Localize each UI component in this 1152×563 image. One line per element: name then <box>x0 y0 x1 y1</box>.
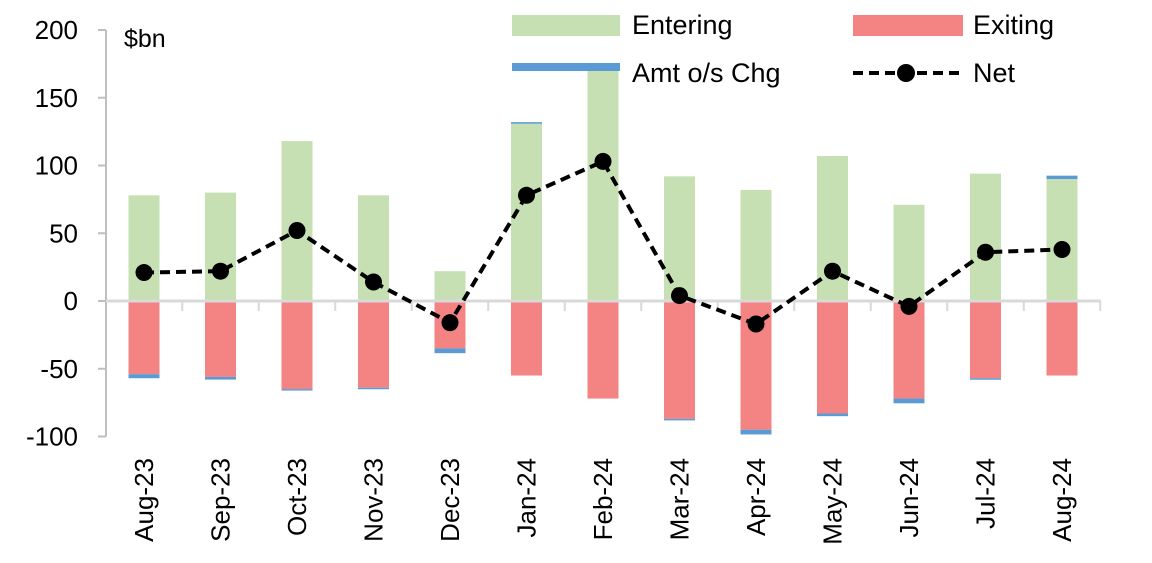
net-point <box>518 186 535 204</box>
x-tick-label: Aug-24 <box>1047 458 1077 542</box>
net-point <box>135 264 153 282</box>
bar-exiting <box>281 301 313 390</box>
x-tick-label: Jun-24 <box>894 458 924 538</box>
bar-exiting <box>587 301 619 399</box>
net-point <box>747 315 765 333</box>
bar-amt-os-chg <box>281 389 313 391</box>
x-tick-label: Feb-24 <box>588 458 618 540</box>
labels-layer: Aug-23 Sep-23 Oct-23 Nov-23 Dec-23 Jan-24 Feb-… <box>26 15 1077 545</box>
x-tick-label: May-24 <box>818 458 848 545</box>
net-point <box>288 222 306 240</box>
net-point <box>212 262 229 280</box>
y-tick-label: 150 <box>35 83 78 113</box>
bar-entering <box>205 192 236 301</box>
y-tick-label: -50 <box>40 354 78 384</box>
legend-swatch-net-marker <box>897 64 915 82</box>
net-point <box>824 262 841 280</box>
net-point <box>365 273 382 291</box>
legend-label-net: Net <box>973 58 1016 88</box>
legend: Entering Exiting Amt o/s Chg Net <box>512 10 1054 88</box>
bar-exiting <box>970 301 1001 379</box>
net-line-layer <box>135 152 1071 333</box>
bar-amt-os-chg <box>358 387 389 390</box>
y-tick-label: 0 <box>64 286 78 316</box>
bars-layer <box>128 63 1078 435</box>
net-point <box>900 297 918 315</box>
bar-amt-os-chg <box>664 418 695 421</box>
x-tick-label: Sep-23 <box>206 458 236 542</box>
bar-exiting <box>893 301 925 399</box>
bar-exiting <box>817 301 848 414</box>
bar-entering <box>1046 179 1078 301</box>
legend-swatch-exiting <box>853 15 963 36</box>
y-tick-label: 50 <box>49 218 78 248</box>
legend-label-amt-os-chg: Amt o/s Chg <box>632 58 781 88</box>
net-point <box>594 152 612 170</box>
bar-entering <box>664 176 695 301</box>
bar-exiting <box>664 301 695 419</box>
unit-label: $bn <box>124 25 166 53</box>
bar-exiting <box>358 301 389 388</box>
legend-swatch-entering <box>512 15 620 36</box>
bar-exiting <box>205 301 236 377</box>
x-tick-label: Mar-24 <box>665 458 695 540</box>
legend-swatch-amt-os-chg <box>512 63 620 71</box>
x-tick-label: Apr-24 <box>741 458 771 536</box>
x-tick-label: Jul-24 <box>971 458 1001 529</box>
axes-layer <box>98 29 1102 438</box>
net-point <box>1053 241 1071 259</box>
y-tick-label: 100 <box>35 151 78 181</box>
bar-entering <box>128 195 160 301</box>
bar-amt-os-chg <box>205 376 236 380</box>
bar-entering <box>434 271 466 301</box>
bar-entering <box>281 141 313 301</box>
bar-amt-os-chg <box>434 348 466 354</box>
bar-amt-os-chg <box>893 398 925 404</box>
bar-amt-os-chg <box>817 413 848 417</box>
x-tick-label: Aug-23 <box>129 458 159 542</box>
legend-label-exiting: Exiting <box>973 10 1054 40</box>
net-point <box>441 314 459 332</box>
bar-entering <box>893 204 925 301</box>
bar-exiting <box>511 301 542 376</box>
bar-amt-os-chg <box>1046 175 1078 180</box>
x-tick-label: Nov-23 <box>359 458 389 542</box>
bar-amt-os-chg <box>128 374 160 379</box>
bar-amt-os-chg <box>970 378 1001 380</box>
legend-label-entering: Entering <box>632 10 733 40</box>
bar-exiting <box>1046 301 1078 376</box>
x-tick-label: Dec-23 <box>435 458 465 542</box>
x-tick-label: Jan-24 <box>512 458 542 538</box>
bar-entering <box>740 189 772 301</box>
net-point <box>671 287 688 305</box>
bar-exiting <box>128 301 160 375</box>
bar-entering <box>970 173 1001 301</box>
bar-amt-os-chg <box>511 122 542 124</box>
bar-amt-os-chg <box>740 429 772 435</box>
y-tick-label: -100 <box>26 422 78 452</box>
x-tick-label: Oct-23 <box>282 458 312 536</box>
net-point <box>977 243 994 261</box>
y-tick-label: 200 <box>35 15 78 45</box>
